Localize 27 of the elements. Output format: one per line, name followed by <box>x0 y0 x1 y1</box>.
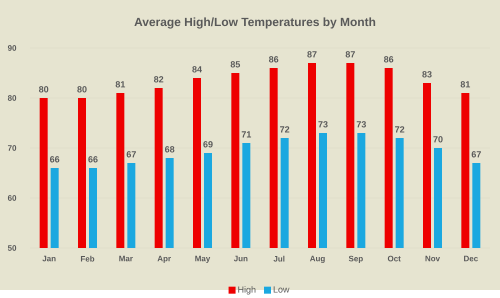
data-label: 86 <box>384 56 394 62</box>
data-label: 84 <box>192 66 202 72</box>
data-label: 80 <box>38 86 48 92</box>
chart-title: Average High/Low Temperatures by Month <box>134 17 376 29</box>
data-label: 87 <box>346 51 355 58</box>
legend-label: Low <box>274 286 290 293</box>
data-label: 83 <box>422 71 432 78</box>
data-label: 67 <box>126 151 136 158</box>
data-label: 80 <box>77 86 87 92</box>
data-label: 72 <box>395 126 404 132</box>
data-label: 73 <box>356 121 366 128</box>
data-label: 70 <box>433 136 443 142</box>
data-label: 86 <box>268 56 278 62</box>
data-label: 69 <box>203 141 213 148</box>
data-label: 87 <box>307 51 317 58</box>
data-label: 66 <box>88 156 98 162</box>
data-label: 85 <box>230 61 240 68</box>
data-label: 67 <box>472 151 481 158</box>
data-label: 81 <box>116 81 126 88</box>
data-label: 68 <box>165 146 174 152</box>
data-label: 73 <box>318 121 328 128</box>
data-label: 66 <box>50 156 60 162</box>
data-label: 82 <box>154 76 164 82</box>
data-label: 72 <box>280 126 290 132</box>
data-label: 71 <box>242 131 252 138</box>
data-label: 81 <box>460 81 470 88</box>
legend-label: High <box>238 286 256 294</box>
